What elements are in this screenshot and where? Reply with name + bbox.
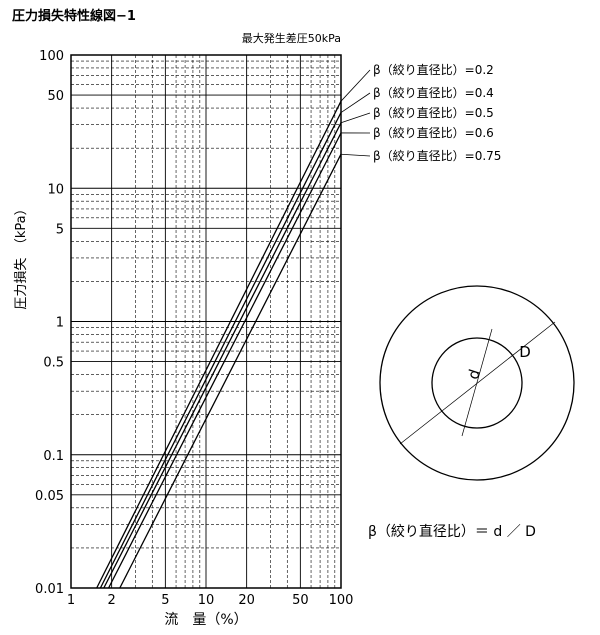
series-line xyxy=(99,112,342,589)
chart-subtitle: 最大発生差圧50kPa xyxy=(242,31,341,45)
figure-title: 圧力損失特性線図−1 xyxy=(12,8,136,24)
legend-leader xyxy=(340,92,371,113)
x-tick-label: 100 xyxy=(329,593,354,608)
legend-label: β（絞り直径比）=0.4 xyxy=(373,85,494,100)
y-tick-label: 0.01 xyxy=(35,582,64,597)
legend-label: β（絞り直径比）=0.75 xyxy=(373,148,501,163)
legend-leader xyxy=(340,69,371,102)
plot-frame xyxy=(70,54,342,589)
series-lines xyxy=(96,100,342,589)
series-line xyxy=(119,153,342,589)
x-tick-label: 5 xyxy=(161,593,169,608)
x-tick-label: 1 xyxy=(67,593,75,608)
inner-diameter-line xyxy=(461,328,493,437)
series-line xyxy=(103,122,342,589)
outer-diameter-line xyxy=(399,321,556,445)
x-tick-label: 2 xyxy=(107,593,115,608)
label-D: D xyxy=(519,343,531,361)
grid xyxy=(71,55,341,588)
y-tick-label: 0.1 xyxy=(43,449,64,464)
y-tick-labels: 100 50 10 5 1 0.5 0.1 0.05 0.01 xyxy=(35,49,64,597)
inner-circle xyxy=(431,337,523,429)
x-tick-labels: 1 2 5 10 20 50 100 xyxy=(67,593,354,608)
beta-formula: β（絞り直径比）＝ d ／ D xyxy=(368,523,536,540)
x-axis-label: 流 量（%） xyxy=(164,612,247,628)
outer-circle xyxy=(379,285,575,481)
series-line xyxy=(96,100,342,589)
y-axis-label: 圧力損失 （kPa） xyxy=(14,202,29,309)
y-tick-label: 10 xyxy=(47,182,64,197)
orifice-diagram: d D xyxy=(379,285,575,481)
series-line xyxy=(108,132,342,589)
legend-label: β（絞り直径比）=0.6 xyxy=(373,125,494,140)
y-tick-label: 0.05 xyxy=(35,489,64,504)
y-tick-label: 1 xyxy=(56,316,64,331)
legend-leader xyxy=(340,153,371,157)
y-tick-label: 0.5 xyxy=(43,356,64,371)
y-tick-label: 100 xyxy=(39,49,64,64)
x-tick-label: 20 xyxy=(238,593,255,608)
legend: β（絞り直径比）=0.2 β（絞り直径比）=0.4 β（絞り直径比）=0.5 β（絞り… xyxy=(340,62,501,163)
y-tick-label: 5 xyxy=(56,222,64,237)
y-tick-label: 50 xyxy=(47,89,64,104)
x-tick-label: 10 xyxy=(198,593,215,608)
legend-label: β（絞り直径比）=0.2 xyxy=(373,62,494,77)
legend-label: β（絞り直径比）=0.5 xyxy=(373,105,494,120)
legend-leader xyxy=(340,112,371,124)
x-tick-label: 50 xyxy=(292,593,309,608)
